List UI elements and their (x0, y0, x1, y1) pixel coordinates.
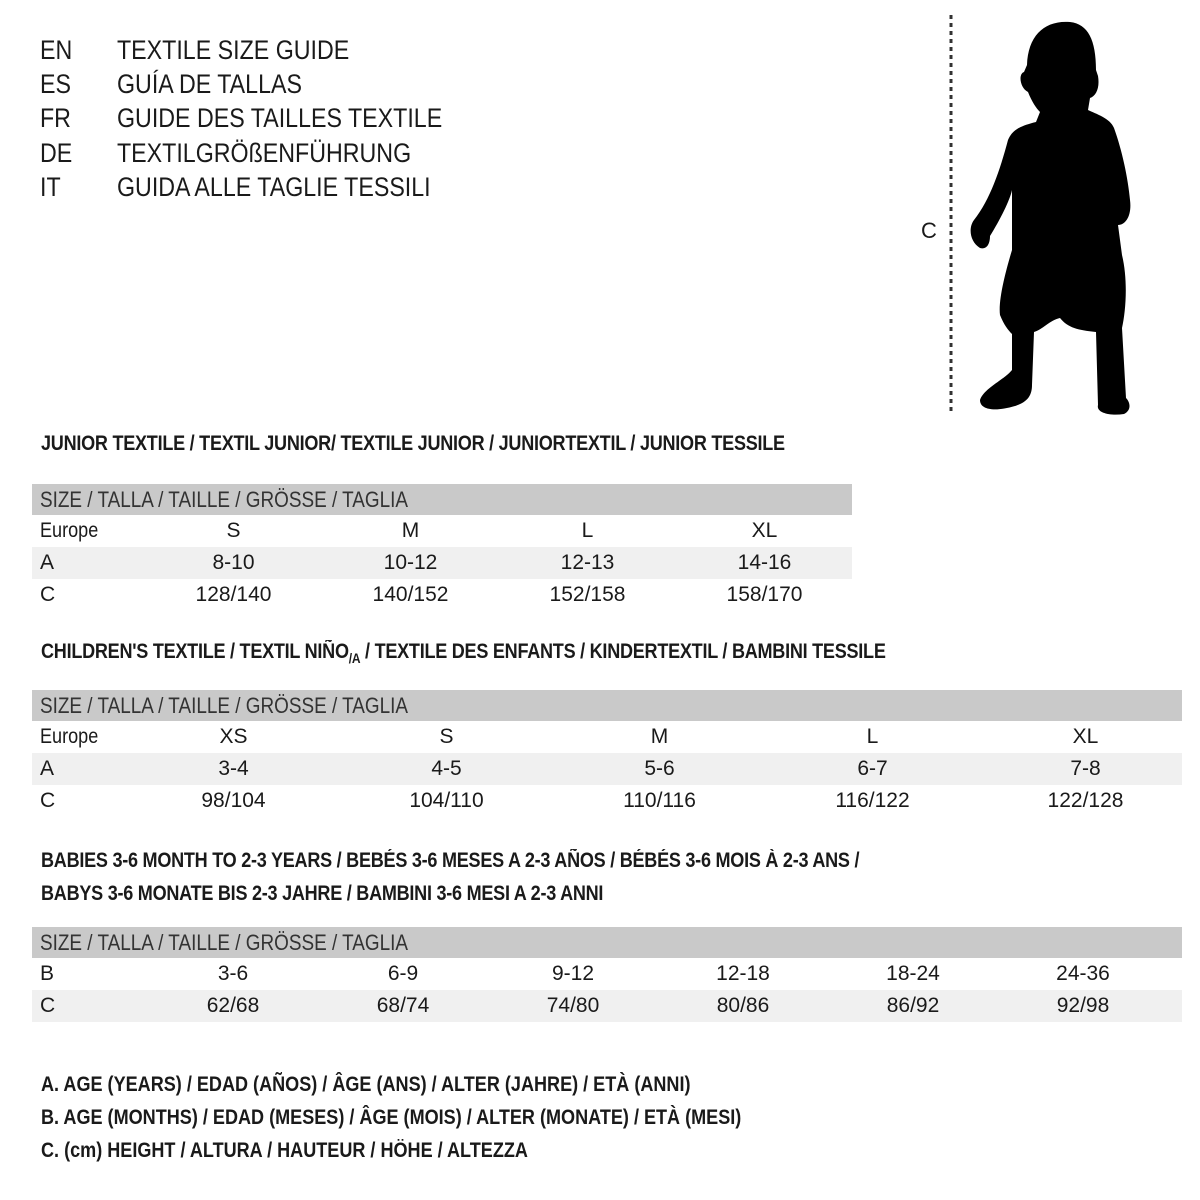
section-title-text: CHILDREN'S TEXTILE / TEXTIL NIÑO (41, 640, 349, 663)
junior-section-title: JUNIOR TEXTILE / TEXTIL JUNIOR/ TEXTILE … (41, 432, 906, 456)
size-header-row: SIZE / TALLA / TAILLE / GRÖSSE / TAGLIA (32, 484, 852, 515)
size-header-row: SIZE / TALLA / TAILLE / GRÖSSE / TAGLIA (32, 927, 1182, 958)
table-cell: L (866, 725, 879, 748)
table-cell: 68/74 (376, 994, 430, 1017)
size-header-text: SIZE / TALLA / TAILLE / GRÖSSE / TAGLIA (40, 487, 409, 512)
table-cell: 6-7 (857, 757, 888, 780)
babies-section-title-line1: BABIES 3-6 MONTH TO 2-3 YEARS / BEBÉS 3-… (41, 849, 992, 873)
table-cell: XS (219, 725, 248, 748)
table-cell: 3-4 (218, 757, 249, 780)
children-size-table: SIZE / TALLA / TAILLE / GRÖSSE / TAGLIA … (32, 690, 1182, 817)
table-cell: 62/68 (206, 994, 260, 1017)
height-measure-label: C (921, 218, 937, 243)
legend-c: C. (cm) HEIGHT / ALTURA / HAUTEUR / HÖHE… (41, 1139, 528, 1162)
section-title-text: BABIES 3-6 MONTH TO 2-3 YEARS / BEBÉS 3-… (41, 849, 860, 872)
table-cell: M (650, 725, 669, 748)
lang-title: GUIDE DES TAILLES TEXTILE (117, 103, 443, 133)
table-row: A 3-4 4-5 5-6 6-7 7-8 (32, 753, 1182, 785)
section-title-text: BABYS 3-6 MONATE BIS 2-3 JAHRE / BAMBINI… (41, 882, 604, 905)
table-cell: 9-12 (551, 962, 595, 985)
legend-b: B. AGE (MONTHS) / EDAD (MESES) / ÂGE (MO… (41, 1106, 742, 1129)
lang-title: TEXTILE SIZE GUIDE (117, 35, 350, 65)
table-cell: 140/152 (372, 583, 449, 606)
table-row: B 3-6 6-9 9-12 12-18 18-24 24-36 (32, 958, 1182, 990)
table-cell: 86/92 (886, 994, 940, 1017)
table-cell: 92/98 (1056, 994, 1110, 1017)
table-cell: 4-5 (431, 757, 462, 780)
table-row: C 98/104 104/110 110/116 116/122 122/128 (32, 785, 1182, 817)
table-cell: XL (751, 519, 778, 542)
section-title-subscript: /A (348, 650, 361, 667)
table-cell: 158/170 (726, 583, 803, 606)
table-row: A 8-10 10-12 12-13 14-16 (32, 547, 852, 579)
row-label: Europe (40, 725, 99, 748)
row-label: A (40, 757, 55, 780)
table-cell: XL (1072, 725, 1099, 748)
section-title-text: JUNIOR TEXTILE / TEXTIL JUNIOR/ TEXTILE … (41, 432, 785, 455)
row-label: C (40, 994, 56, 1017)
junior-size-table: SIZE / TALLA / TAILLE / GRÖSSE / TAGLIA … (32, 484, 852, 611)
lang-code: EN (40, 35, 73, 65)
table-cell: 5-6 (644, 757, 675, 780)
table-cell: S (226, 519, 241, 542)
size-header-text: SIZE / TALLA / TAILLE / GRÖSSE / TAGLIA (40, 693, 409, 718)
lang-code: IT (40, 172, 61, 202)
section-title-text: / TEXTILE DES ENFANTS / KINDERTEXTIL / B… (360, 640, 886, 663)
table-cell: M (401, 519, 420, 542)
table-row: Europe S M L XL (32, 515, 852, 547)
table-cell: 116/122 (835, 789, 910, 812)
size-header-row: SIZE / TALLA / TAILLE / GRÖSSE / TAGLIA (32, 690, 1182, 721)
table-cell: 122/128 (1047, 789, 1124, 812)
table-cell: 3-6 (217, 962, 249, 985)
child-silhouette-icon (949, 15, 1131, 415)
table-cell: 6-9 (387, 962, 419, 985)
lang-title: GUIDA ALLE TAGLIE TESSILI (117, 172, 431, 202)
table-cell: L (581, 519, 594, 542)
lang-title: TEXTILGRÖßENFÜHRUNG (117, 138, 412, 168)
row-label: A (40, 551, 55, 574)
table-cell: 10-12 (383, 551, 438, 574)
child-silhouette (970, 21, 1131, 415)
table-row: C 62/68 68/74 74/80 80/86 86/92 92/98 (32, 990, 1182, 1022)
table-cell: 104/110 (409, 789, 484, 812)
table-cell: 74/80 (546, 994, 600, 1017)
lang-code: FR (40, 103, 71, 133)
legend-a: A. AGE (YEARS) / EDAD (AÑOS) / ÂGE (ANS)… (41, 1073, 691, 1096)
table-cell: 110/116 (623, 789, 696, 812)
children-section-title: CHILDREN'S TEXTILE / TEXTIL NIÑO/A / TEX… (41, 640, 1023, 666)
table-cell: 8-10 (212, 551, 255, 574)
table-cell: 98/104 (201, 789, 266, 812)
row-label: C (40, 789, 56, 812)
lang-code: DE (40, 138, 73, 168)
table-cell: 24-36 (1056, 962, 1110, 985)
size-header-text: SIZE / TALLA / TAILLE / GRÖSSE / TAGLIA (40, 930, 409, 955)
row-label: C (40, 583, 56, 606)
table-row: C 128/140 140/152 152/158 158/170 (32, 579, 852, 611)
row-label: B (40, 962, 55, 985)
row-label: Europe (40, 519, 99, 542)
lang-title: GUÍA DE TALLAS (117, 69, 302, 99)
table-cell: 14-16 (737, 551, 792, 574)
table-cell: 7-8 (1070, 757, 1101, 780)
table-cell: 12-18 (716, 962, 770, 985)
lang-code: ES (40, 69, 71, 99)
table-cell: S (439, 725, 454, 748)
table-cell: 80/86 (716, 994, 770, 1017)
table-cell: 152/158 (549, 583, 626, 606)
table-cell: 128/140 (195, 583, 272, 606)
table-cell: 18-24 (886, 962, 940, 985)
table-cell: 12-13 (560, 551, 615, 574)
babies-section-title-line2: BABYS 3-6 MONATE BIS 2-3 JAHRE / BAMBINI… (41, 882, 695, 906)
table-row: Europe XS S M L XL (32, 721, 1182, 753)
babies-size-table: SIZE / TALLA / TAILLE / GRÖSSE / TAGLIA … (32, 927, 1182, 1022)
